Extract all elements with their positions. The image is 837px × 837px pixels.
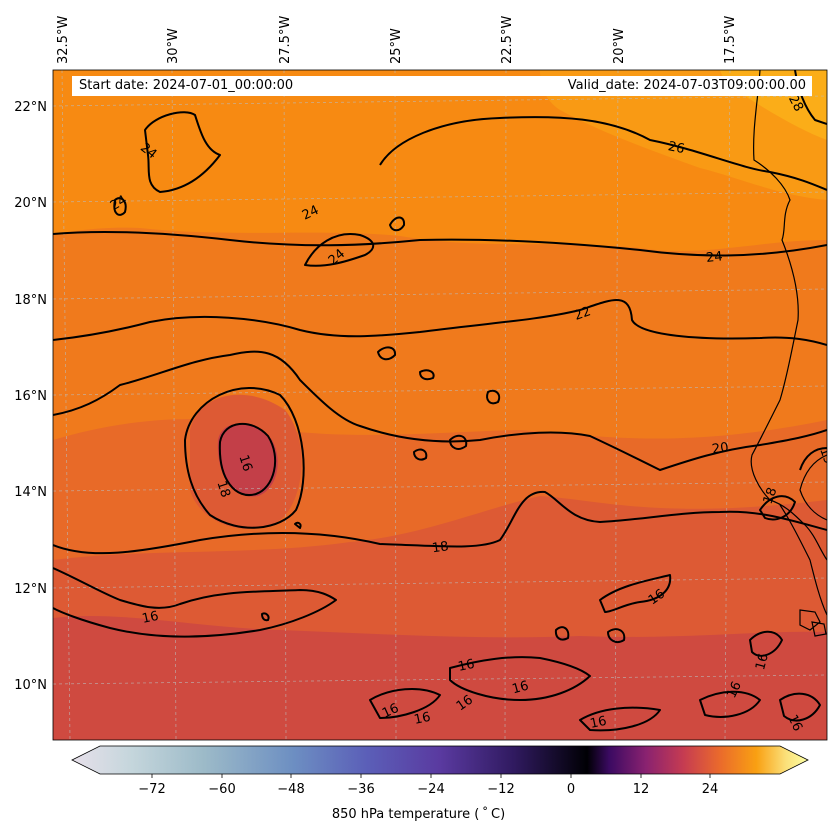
fill-cyclone-core xyxy=(217,423,278,497)
isotherm-19 xyxy=(799,447,827,471)
contour-label: 19 xyxy=(816,446,836,467)
lat-label-18n: 18°N xyxy=(14,293,47,308)
isotherm-blob-e xyxy=(413,448,428,461)
isotherm-18-ring xyxy=(184,386,305,529)
lon-label-32-5w: 32.5°W xyxy=(56,16,71,64)
fill-hot-ne xyxy=(540,70,827,200)
isotherm-blob-h xyxy=(261,612,270,622)
isotherm-16-se7 xyxy=(779,692,821,722)
isotherm-blob-d xyxy=(449,434,468,450)
isotherm-blob-c xyxy=(486,389,501,405)
contour-label: 16 xyxy=(724,679,745,700)
isotherm-20 xyxy=(53,350,827,471)
isotherm-24-main xyxy=(53,231,827,257)
colorbar-tick: −36 xyxy=(347,782,374,797)
lon-label-25w: 25°W xyxy=(389,28,404,64)
contour-label: 16 xyxy=(141,609,160,627)
longitude-labels: 32.5°W 30°W 27.5°W 25°W 22.5°W 20°W 17.5… xyxy=(56,16,738,64)
lon-label-22-5w: 22.5°W xyxy=(500,16,515,64)
contour-label: 22 xyxy=(572,304,593,324)
contour-label: 18 xyxy=(761,486,781,507)
lat-label-14n: 14°N xyxy=(14,485,47,500)
isotherms xyxy=(53,70,827,732)
lat-label-12n: 12°N xyxy=(14,582,47,597)
isotherm-16-core xyxy=(218,422,277,497)
isotherm-blob-g xyxy=(607,628,626,643)
isotherm-22 xyxy=(53,299,827,346)
valid-date-label: Valid_date: 2024-07-03T09:00:00.00 xyxy=(540,76,812,96)
contour-label: 16 xyxy=(589,714,608,732)
colorbar-tick: −48 xyxy=(277,782,304,797)
contour-label: 28 xyxy=(785,93,806,115)
colorbar-title: 850 hPa temperature ( ˚ C) xyxy=(331,807,506,822)
isotherm-16-se2 xyxy=(449,656,591,701)
contour-label: 18 xyxy=(431,539,449,556)
contour-label: 24 xyxy=(705,249,723,266)
isotherm-blob-b xyxy=(419,369,435,381)
contour-label: 20 xyxy=(711,440,729,457)
lat-label-10n: 10°N xyxy=(14,678,47,693)
contour-label: 24 xyxy=(300,203,321,224)
contour-labels: 24 24 24 24 26 28 24 22 20 19 18 16 18 1… xyxy=(108,93,836,734)
isotherm-16-west xyxy=(53,567,337,638)
isotherm-blob-f xyxy=(554,626,570,641)
colorbar-tick: −72 xyxy=(138,782,165,797)
isotherm-16-se3 xyxy=(369,688,441,719)
isotherm-18-main xyxy=(53,490,827,555)
isotherm-16-se6 xyxy=(749,630,783,657)
lon-label-20w: 20°W xyxy=(612,28,627,64)
isotherm-16-se8 xyxy=(759,495,796,521)
temperature-field xyxy=(53,70,827,740)
contour-label: 26 xyxy=(667,139,686,157)
isotherm-blob-a xyxy=(377,346,397,361)
colorbar-ticks xyxy=(151,774,711,778)
isotherm-16-se5 xyxy=(699,690,761,718)
contour-label: 16 xyxy=(380,701,401,722)
lat-label-20n: 20°N xyxy=(14,196,47,211)
start-date-label: Start date: 2024-07-01_00:00:00 xyxy=(72,76,547,96)
lon-label-17-5w: 17.5°W xyxy=(723,16,738,64)
isotherm-26 xyxy=(379,116,827,191)
isotherm-16-se1 xyxy=(599,574,672,613)
colorbar-body xyxy=(71,745,809,775)
lat-label-22n: 22°N xyxy=(14,100,47,115)
colorbar-tick: 0 xyxy=(567,782,575,797)
contour-label: 16 xyxy=(784,712,805,733)
lat-label-16n: 16°N xyxy=(14,389,47,404)
contour-label: 16 xyxy=(457,657,476,675)
isotherm-24-small xyxy=(113,197,127,216)
lon-label-27-5w: 27.5°W xyxy=(278,16,293,64)
contour-label: 18 xyxy=(213,479,232,499)
map-frame xyxy=(52,69,828,741)
lon-label-30w: 30°W xyxy=(166,28,181,64)
contour-label: 24 xyxy=(108,193,130,214)
colorbar-tick: −60 xyxy=(208,782,235,797)
colorbar-tick: −12 xyxy=(487,782,514,797)
colorbar: −72 −60 −48 −36 −24 −12 0 12 24 xyxy=(71,745,809,797)
colorbar-tick: 12 xyxy=(633,782,650,797)
isotherm-16-se4 xyxy=(579,706,661,732)
isotherm-24-west xyxy=(144,111,221,193)
contour-label: 16 xyxy=(235,453,254,473)
contour-label: 16 xyxy=(511,679,531,698)
isotherm-24-blob xyxy=(389,216,406,232)
colorbar-tick: −24 xyxy=(417,782,444,797)
contour-label: 16 xyxy=(413,710,432,728)
colorbar-tick: 24 xyxy=(702,782,719,797)
fill-coolest-south xyxy=(53,615,827,740)
latitude-labels: 22°N 20°N 18°N 16°N 14°N 12°N 10°N xyxy=(14,100,47,693)
isotherm-blob-i xyxy=(294,521,302,529)
contour-label: 16 xyxy=(753,652,772,672)
